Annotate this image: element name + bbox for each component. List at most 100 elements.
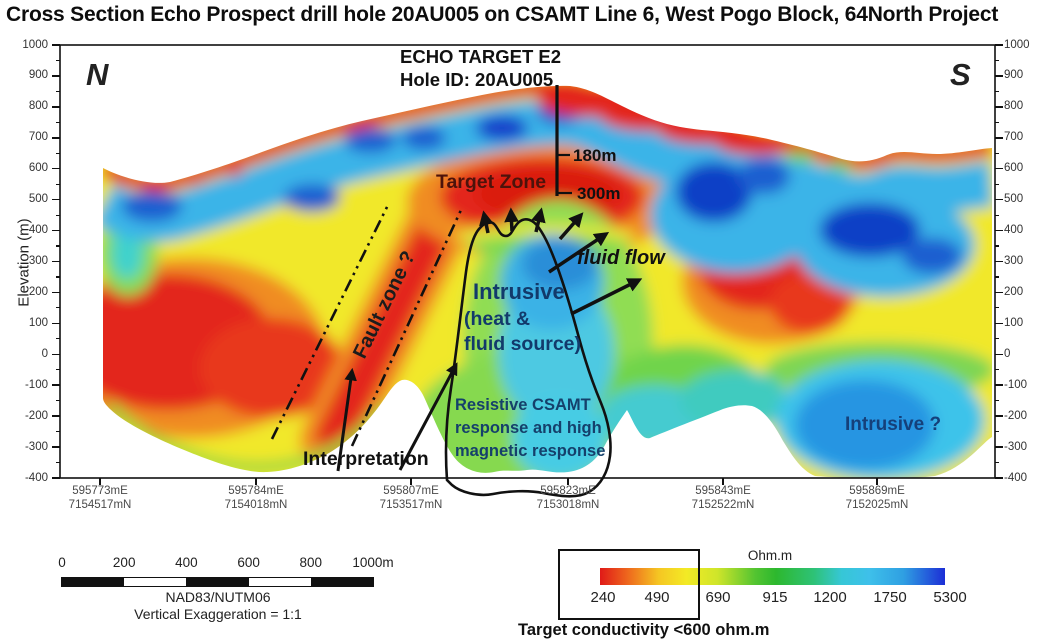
y-tick-label-left: 800: [28, 100, 48, 113]
y-tick-left: [52, 167, 60, 170]
station-label: 595823mE 7153018mN: [536, 485, 600, 511]
resistive-note-1: Resistive CSAMT: [455, 396, 591, 414]
y-tick-label-right: 200: [1004, 285, 1024, 298]
intrusive-outline: [444, 218, 612, 498]
y-tick-right: [995, 137, 1003, 139]
y-tick-right: [995, 322, 1003, 325]
station-label: 595843mE 7152522mN: [691, 485, 755, 511]
y-minor-tick-left: [56, 276, 60, 278]
y-tick-label-right: -100: [1004, 378, 1028, 391]
y-minor-tick-right: [995, 183, 999, 185]
y-tick-label-right: 700: [1004, 131, 1024, 144]
y-minor-tick-left: [56, 245, 60, 247]
y-minor-tick-right: [995, 369, 999, 371]
y-tick-left: [52, 198, 60, 201]
y-tick-label-left: 0: [41, 347, 48, 360]
intrusive-question-label: Intrusive ?: [845, 414, 942, 435]
y-minor-tick-left: [56, 183, 60, 185]
intrusive-sub1: (heat &: [464, 308, 531, 330]
y-minor-tick-left: [56, 121, 60, 123]
drill-hole-trace: [555, 85, 572, 196]
y-minor-tick-right: [995, 152, 999, 154]
scale-bar-segment: [62, 578, 125, 586]
resistive-note-3: magnetic response: [455, 442, 606, 460]
y-tick-right: [995, 167, 1003, 170]
y-minor-tick-right: [995, 245, 999, 247]
y-tick-label-left: 900: [28, 69, 48, 82]
y-tick-left: [52, 75, 60, 77]
y-tick-right: [995, 198, 1003, 201]
y-tick-left: [52, 106, 60, 108]
echo-target-label: ECHO TARGET E2: [400, 46, 562, 67]
scale-bar-segment: [186, 578, 249, 586]
station-label: 595869mE 7152025mN: [845, 485, 909, 511]
y-minor-tick-right: [995, 90, 999, 92]
fault-zone-lines: [270, 202, 463, 447]
y-minor-tick-left: [56, 152, 60, 154]
colorbar-tick-label: 5300: [933, 589, 967, 606]
y-minor-tick-left: [56, 90, 60, 92]
y-tick-label-right: 600: [1004, 162, 1024, 175]
y-minor-tick-right: [995, 461, 999, 464]
y-tick-left: [52, 477, 60, 479]
station-label: 595784mE 7154018mN: [224, 485, 288, 511]
y-tick-right: [995, 106, 1003, 108]
y-minor-tick-left: [56, 338, 60, 340]
interpretation-arrows: [336, 362, 458, 472]
x-tick: [567, 478, 569, 485]
y-minor-tick-right: [995, 431, 999, 433]
y-tick-right: [995, 384, 1003, 386]
y-tick-label-left: -200: [24, 409, 48, 422]
y-minor-tick-left: [56, 431, 60, 433]
colorbar-title: Ohm.m: [747, 548, 793, 563]
y-tick-label-left: 500: [28, 193, 48, 206]
target-conductivity-note: Target conductivity <600 ohm.m: [518, 621, 770, 639]
y-tick-label-left: 100: [28, 316, 48, 329]
colorbar-tick-label: 240: [590, 589, 616, 606]
y-tick-label-left: -400: [24, 471, 48, 484]
interpretation-label: Interpretation: [303, 448, 429, 470]
y-minor-tick-right: [995, 214, 999, 216]
x-tick: [255, 478, 257, 485]
y-tick-label-right: -300: [1004, 440, 1028, 453]
y-tick-label-right: -200: [1004, 409, 1028, 422]
y-tick-label-left: -100: [24, 378, 48, 391]
fluid-flow-arrows: [548, 231, 643, 316]
y-tick-label-right: 300: [1004, 255, 1024, 267]
y-tick-label-right: 800: [1004, 100, 1024, 113]
resistive-note-2: response and high: [455, 419, 602, 437]
y-tick-right: [995, 291, 1003, 294]
y-tick-right: [995, 477, 1003, 479]
x-tick: [410, 478, 412, 485]
depth-mark-180: 180m: [573, 146, 617, 165]
scale-bar-tick-label: 200: [112, 555, 136, 570]
colorbar-tick-label: 690: [705, 589, 731, 606]
y-minor-tick-left: [56, 307, 60, 309]
target-zone-label: Target Zone: [436, 171, 547, 193]
x-tick: [876, 478, 878, 485]
y-tick-label-left: -300: [24, 440, 48, 453]
y-tick-right: [995, 75, 1003, 77]
y-minor-tick-left: [56, 369, 60, 371]
intrusive-sub2: fluid source): [464, 333, 582, 355]
y-minor-tick-left: [56, 400, 60, 402]
colorbar-tick-label: 490: [644, 589, 670, 606]
colorbar-tick-label: 1750: [873, 589, 907, 606]
station-label: 595773mE 7154517mN: [68, 485, 132, 511]
scale-bar-tick-label: 0: [58, 555, 66, 570]
y-tick-right: [995, 229, 1003, 232]
y-tick-right: [995, 260, 1003, 263]
y-minor-tick-right: [995, 121, 999, 123]
target-conductivity-box: [558, 549, 700, 620]
target-zone-arrows: [479, 207, 584, 241]
y-tick-label-right: 500: [1004, 193, 1024, 206]
hole-id-label: Hole ID: 20AU005: [400, 69, 554, 90]
y-tick-left: [52, 446, 60, 448]
y-tick-label-left: 300: [28, 255, 48, 267]
y-tick-left: [52, 44, 60, 46]
y-tick-label-left: 600: [28, 162, 48, 175]
x-tick: [722, 478, 724, 485]
y-tick-left: [52, 384, 60, 386]
fluid-flow-label: fluid flow: [577, 247, 665, 269]
